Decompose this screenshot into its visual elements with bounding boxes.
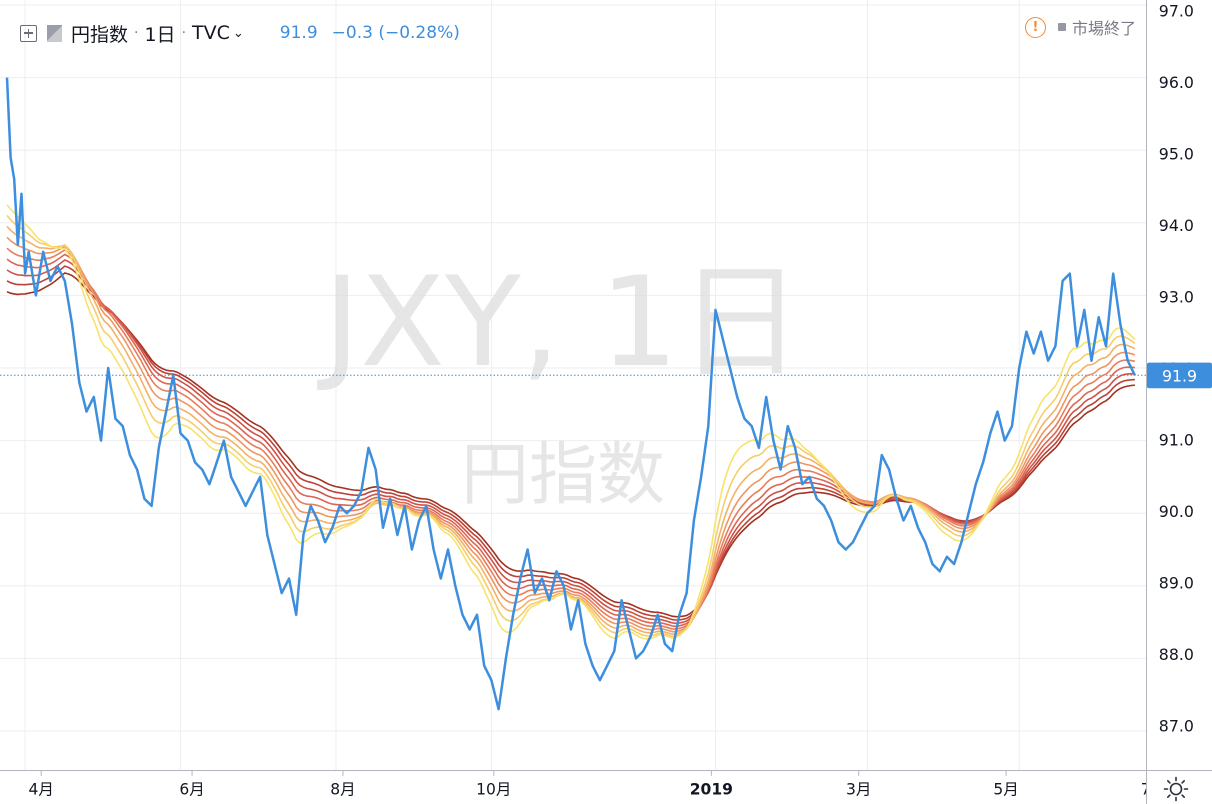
moving-average-line — [6, 204, 1136, 640]
chevron-down-icon[interactable]: ⌄ — [232, 25, 244, 41]
symbol-watermark: JXY, 1日 円指数 — [317, 251, 803, 515]
price-tick-label: 94.0 — [1159, 216, 1194, 235]
price-tick-label: 93.0 — [1159, 288, 1194, 307]
time-axis[interactable]: 4月 6月 8月 10月 2019 3月 5月 7月 — [0, 770, 1146, 804]
axis-corner — [1146, 770, 1212, 804]
moving-average-line — [6, 253, 1135, 628]
price-tick-label: 88.0 — [1159, 645, 1194, 664]
price-tick-label: 87.0 — [1159, 717, 1194, 736]
chart-grid — [0, 0, 1146, 770]
legend-source[interactable]: TVC — [192, 22, 230, 44]
time-tick-label: 8月 — [330, 780, 355, 798]
time-tick-label: 10月 — [476, 780, 511, 798]
price-tick-label: 90.0 — [1159, 502, 1194, 521]
time-axis-ticks: 4月 6月 8月 10月 2019 3月 5月 7月 — [28, 771, 1146, 798]
moving-average-line — [6, 247, 1136, 630]
expand-icon[interactable] — [20, 24, 37, 42]
warning-icon[interactable]: ! — [1024, 16, 1046, 38]
moving-average-line — [6, 225, 1136, 636]
time-tick-label: 6月 — [179, 780, 204, 798]
market-status-text: 市場終了 — [1071, 19, 1136, 38]
sun-icon[interactable] — [1163, 776, 1189, 802]
legend-interval[interactable]: 1日 — [144, 23, 176, 46]
last-price-label: 91.9 — [1162, 366, 1197, 385]
watermark-name: 円指数 — [461, 436, 665, 515]
moving-average-ribbon — [6, 204, 1136, 640]
price-tick-label: 91.0 — [1159, 431, 1194, 450]
time-tick-label: 3月 — [846, 780, 871, 798]
symbol-icon — [47, 24, 62, 42]
legend-symbol[interactable]: 円指数 — [71, 23, 129, 46]
legend-price: 91.9 — [279, 23, 318, 43]
legend-change: −0.3 (−0.28%) — [331, 23, 460, 43]
price-tick-label: 97.0 — [1159, 2, 1194, 21]
price-line — [5, 77, 1137, 711]
legend-separator: · — [134, 25, 139, 41]
chart-plot-area[interactable]: JXY, 1日 円指数 — [0, 0, 1146, 770]
legend-separator: · — [181, 25, 187, 41]
symbol-legend: 円指数 · 1日 · TVC ⌄ 91.9 −0.3 (−0.28%) — [20, 18, 460, 48]
market-status: ! 市場終了 — [1024, 15, 1136, 39]
price-tick-label: 89.0 — [1159, 574, 1194, 593]
time-tick-label: 2019 — [690, 780, 733, 798]
price-tick-label: 96.0 — [1159, 73, 1194, 92]
time-tick-label: 5月 — [993, 780, 1018, 798]
last-price-tag: 91.9 — [1147, 362, 1212, 389]
market-status-dot-icon — [1057, 23, 1066, 31]
price-tick-label: 95.0 — [1159, 145, 1194, 164]
watermark-symbol: JXY, 1日 — [317, 251, 803, 395]
time-tick-label: 7月 — [1141, 780, 1146, 798]
moving-average-line — [6, 236, 1136, 633]
price-axis[interactable]: 87.088.089.090.091.092.093.094.095.096.0… — [1146, 0, 1212, 770]
time-tick-label: 4月 — [28, 780, 53, 798]
moving-average-line — [6, 258, 1135, 625]
